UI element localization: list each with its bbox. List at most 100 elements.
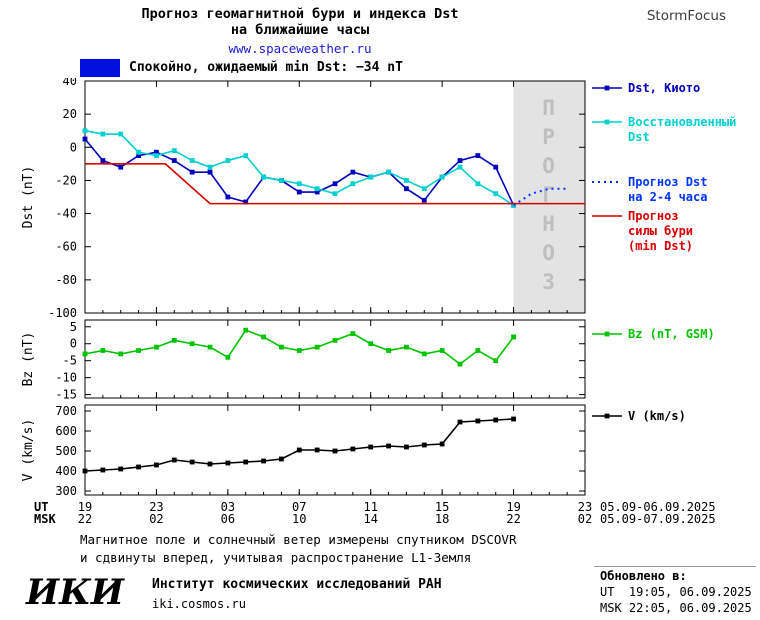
series-bz-marker (136, 348, 141, 353)
series-v (84, 418, 514, 472)
series-dst-kyoto-marker (332, 181, 338, 187)
y-tick-label: -40 (55, 207, 77, 221)
spaceweather-link[interactable]: www.spaceweather.ru (228, 41, 372, 56)
series-dst-kyoto-marker (100, 158, 106, 163)
forecast-region-label: О (542, 154, 555, 178)
series-dst-kyoto-marker (207, 169, 213, 175)
y-tick-label: 300 (55, 484, 77, 498)
x-tick-label-ut: 19 (506, 500, 520, 514)
iki-site-link[interactable]: iki.cosmos.ru (152, 597, 246, 611)
dst-axis-label: Dst (nT) (21, 166, 36, 229)
legend-label-bz: Bz (nT, GSM) (628, 327, 715, 341)
series-dst-reconstructed-marker (475, 181, 481, 187)
series-bz-marker (350, 331, 356, 336)
series-v-marker (332, 448, 338, 454)
x-tick-label-msk: 02 (149, 512, 163, 526)
series-dst-kyoto-marker (493, 164, 499, 170)
legend-label-v: V (km/s) (628, 409, 686, 423)
series-v-marker (296, 447, 302, 453)
series-dst-reconstructed-marker (279, 178, 284, 183)
series-bz-marker (368, 341, 374, 347)
forecast-region-label: О (542, 241, 555, 265)
brand-stormfocus: StormFocus (646, 8, 726, 24)
series-dst-kyoto-marker (189, 169, 195, 175)
status-text: Спокойно, ожидаемый min Dst: −34 nT (129, 60, 403, 75)
y-tick-label: -60 (55, 240, 77, 254)
legend-label-storm-strength-forecast: Прогноз (628, 209, 679, 223)
footnote-line1: Магнитное поле и солнечный ветер измерен… (80, 532, 517, 547)
y-tick-label: -100 (48, 306, 77, 320)
page-title-line2: на ближайшие часы (230, 22, 370, 38)
status-row: Спокойно, ожидаемый min Dst: −34 nT (80, 57, 403, 77)
series-bz-marker (207, 344, 213, 350)
series-bz-marker (404, 344, 409, 350)
series-dst-reconstructed-marker (332, 191, 338, 197)
series-dst-reconstructed-marker (189, 158, 195, 163)
series-dst-kyoto-marker (154, 149, 159, 155)
x-axis-row-label-msk: MSK (34, 512, 56, 526)
series-v-marker (118, 466, 124, 472)
series-dst-kyoto-marker (225, 194, 231, 200)
series-dst-kyoto-marker (421, 197, 427, 203)
x-tick-label-ut: 23 (149, 500, 163, 514)
series-dst-reconstructed-marker (243, 153, 249, 158)
y-tick-label: -10 (55, 371, 77, 385)
series-dst-reconstructed-marker (439, 174, 445, 180)
series-dst-reconstructed-marker (154, 153, 159, 158)
series-bz-marker (439, 348, 445, 353)
legend-label-storm-strength-forecast: силы бури (628, 224, 693, 238)
series-dst-reconstructed-marker (493, 191, 499, 197)
series-bz (84, 329, 515, 366)
x-tick-label-msk: 02 (578, 512, 592, 526)
updated-ut: UT 19:05, 06.09.2025 (600, 585, 752, 599)
legend-marker-v (604, 413, 610, 419)
series-storm-strength-forecast (85, 163, 585, 205)
legend-marker-bz (604, 331, 610, 337)
forecast-region (513, 81, 585, 313)
series-dst-kyoto-marker (457, 158, 463, 163)
series-v-marker (189, 459, 195, 465)
iki-logo: ИКИ (26, 572, 124, 613)
date-range-msk: 05.09-07.09.2025 (600, 512, 716, 526)
status-color-swatch (80, 58, 120, 77)
y-tick-label: -80 (55, 273, 77, 287)
series-bz-marker (118, 351, 124, 357)
x-tick-label-ut: 07 (292, 500, 306, 514)
series-dst-reconstructed-marker (386, 169, 391, 175)
x-axis-row-label-ut: UT (34, 500, 48, 514)
series-bz-marker (421, 351, 427, 357)
y-tick-label: 5 (70, 320, 77, 334)
series-v-marker (386, 443, 391, 449)
bz-axis-label: Bz (nT) (21, 332, 36, 387)
series-bz-marker (332, 337, 338, 343)
series-bz-marker (261, 334, 266, 340)
series-dst-reconstructed-marker (82, 128, 88, 134)
series-bz-marker (243, 327, 249, 333)
series-dst-reconstructed-marker (100, 131, 106, 137)
series-bz-marker (457, 361, 463, 367)
y-tick-label: 20 (63, 107, 77, 121)
legend-marker-dst-kyoto (604, 85, 610, 91)
updated-label: Обновлено в: (600, 569, 687, 583)
series-dst-reconstructed-marker (314, 186, 320, 192)
series-bz-marker (296, 348, 302, 353)
updated-msk: MSK 22:05, 06.09.2025 (600, 601, 752, 615)
x-tick-label-ut: 15 (435, 500, 449, 514)
series-dst-reconstructed-marker (457, 164, 463, 170)
series-v-marker (439, 441, 445, 447)
series-v-marker (261, 458, 266, 464)
series-dst-reconstructed-marker (296, 181, 302, 187)
y-tick-label: 0 (70, 337, 77, 351)
x-tick-label-ut: 19 (78, 500, 92, 514)
series-bz-marker (279, 344, 284, 350)
series-v-marker (136, 464, 141, 470)
bz-frame (84, 319, 586, 399)
x-tick-label-msk: 14 (363, 512, 377, 526)
series-v-marker (457, 419, 463, 425)
y-tick-label: -5 (63, 354, 77, 368)
page-header: Прогноз геомагнитной бури и индекса Dst … (10, 6, 590, 57)
legend-label-dst-forecast: на 2-4 часа (628, 190, 707, 204)
series-v-marker (171, 457, 177, 463)
forecast-region-label: П (542, 96, 555, 120)
series-dst-kyoto-marker (404, 186, 409, 192)
